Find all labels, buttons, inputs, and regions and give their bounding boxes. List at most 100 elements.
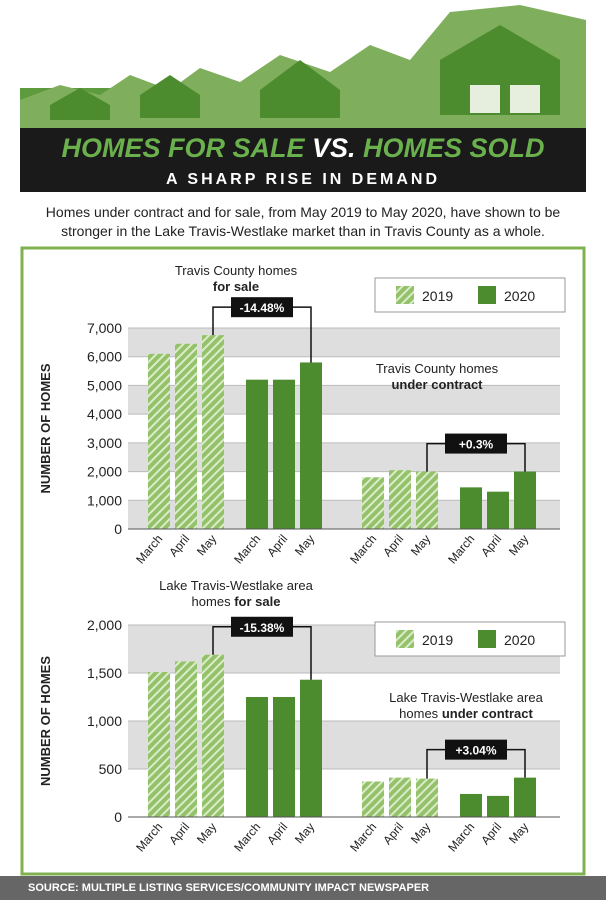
x-tick-label: April	[380, 532, 406, 559]
x-tick-label: May	[408, 820, 433, 846]
bar	[389, 470, 411, 529]
legend-swatch	[396, 286, 414, 304]
y-tick-label: 0	[114, 809, 122, 825]
legend-label: 2020	[504, 632, 535, 648]
panel-title: Travis County homes	[175, 263, 298, 278]
bar	[148, 353, 170, 529]
change-label-box	[445, 433, 507, 454]
x-tick-label: May	[506, 820, 531, 846]
panel-title: for sale	[213, 279, 259, 294]
panel-title-prefix: homes	[192, 594, 232, 609]
change-label-box	[231, 616, 293, 637]
x-tick-label: May	[194, 532, 219, 558]
bar	[514, 471, 536, 529]
panel-title: homes for sale	[192, 594, 281, 609]
x-tick-label: April	[264, 820, 290, 847]
bar	[460, 487, 482, 529]
y-tick-label: 6,000	[87, 349, 122, 365]
bar	[389, 777, 411, 817]
bar	[487, 491, 509, 529]
legend-label: 2019	[422, 288, 453, 304]
panel-title-bold: for sale	[234, 594, 280, 609]
change-label: -15.38%	[240, 621, 285, 635]
y-tick-label: 4,000	[87, 406, 122, 422]
bar	[362, 477, 384, 529]
x-tick-label: March	[231, 532, 263, 567]
y-tick-label: 7,000	[87, 320, 122, 336]
bar	[416, 471, 438, 529]
y-tick-label: 2,000	[87, 617, 122, 633]
x-tick-label: March	[133, 820, 165, 855]
panel-title: under contract	[391, 377, 483, 392]
y-tick-label: 5,000	[87, 377, 122, 393]
x-tick-label: March	[231, 820, 263, 855]
y-tick-label: 1,000	[87, 713, 122, 729]
x-tick-label: May	[506, 532, 531, 558]
x-tick-label: May	[292, 820, 317, 846]
bar	[362, 781, 384, 817]
y-axis-label: NUMBER OF HOMES	[38, 656, 53, 786]
panel-title: Lake Travis-Westlake area	[159, 578, 313, 593]
bar	[246, 379, 268, 529]
x-tick-label: April	[166, 820, 192, 847]
bar	[175, 661, 197, 817]
legend-label: 2019	[422, 632, 453, 648]
intro-text: Homes under contract and for sale, from …	[45, 204, 561, 239]
x-tick-label: March	[445, 820, 477, 855]
bar	[300, 362, 322, 529]
legend-label: 2020	[504, 288, 535, 304]
title-part: VS.	[312, 133, 356, 163]
header-houses	[20, 5, 586, 128]
legend-swatch	[478, 630, 496, 648]
bar	[416, 778, 438, 817]
y-axis-label: NUMBER OF HOMES	[38, 363, 53, 493]
legend-swatch	[478, 286, 496, 304]
change-label-box	[445, 739, 507, 760]
grid-band	[128, 328, 560, 357]
x-tick-label: April	[380, 820, 406, 847]
bar	[300, 679, 322, 817]
y-tick-label: 2,000	[87, 464, 122, 480]
change-label-box	[231, 297, 293, 318]
title-band	[20, 128, 586, 192]
x-tick-label: April	[166, 532, 192, 559]
bar	[202, 335, 224, 529]
x-tick-label: May	[408, 532, 433, 558]
bar	[273, 379, 295, 529]
charts: 0 1,000 2,000 3,000 4,000 5,000 6,000 7,000 NUMB…	[38, 263, 566, 855]
y-tick-label: 500	[99, 761, 123, 777]
bar	[246, 697, 268, 817]
x-tick-label: April	[478, 532, 504, 559]
source-note: SOURCE: MULTIPLE LISTING SERVICES/COMMUN…	[0, 876, 606, 900]
bar	[148, 672, 170, 817]
x-tick-label: March	[445, 532, 477, 567]
title-part: HOMES SOLD	[363, 133, 545, 163]
bar	[487, 795, 509, 817]
title-part: HOMES FOR SALE	[61, 133, 305, 163]
y-tick-label: 1,000	[87, 492, 122, 508]
grid-band	[128, 385, 560, 415]
panel-title: Travis County homes	[376, 361, 499, 376]
x-tick-label: May	[292, 532, 317, 558]
panel-title-bold: under contract	[391, 377, 483, 392]
panel-title-bold: for sale	[213, 279, 259, 294]
change-label: +3.04%	[455, 744, 496, 758]
chart-frame	[20, 246, 586, 876]
x-tick-label: April	[478, 820, 504, 847]
change-label: -14.48%	[240, 301, 285, 315]
title: HOMES FOR SALE VS. HOMES SOLD	[61, 133, 544, 163]
x-tick-label: March	[133, 532, 165, 567]
x-tick-label: March	[347, 532, 379, 567]
panel-title: Lake Travis-Westlake area	[389, 690, 543, 705]
x-tick-label: April	[264, 532, 290, 559]
y-tick-label: 0	[114, 521, 122, 537]
x-tick-label: March	[347, 820, 379, 855]
bar	[202, 654, 224, 817]
bar	[273, 697, 295, 817]
x-tick-label: May	[194, 820, 219, 846]
change-label: +0.3%	[459, 438, 494, 452]
legend-swatch	[396, 630, 414, 648]
panel-title-prefix: homes	[399, 706, 439, 721]
